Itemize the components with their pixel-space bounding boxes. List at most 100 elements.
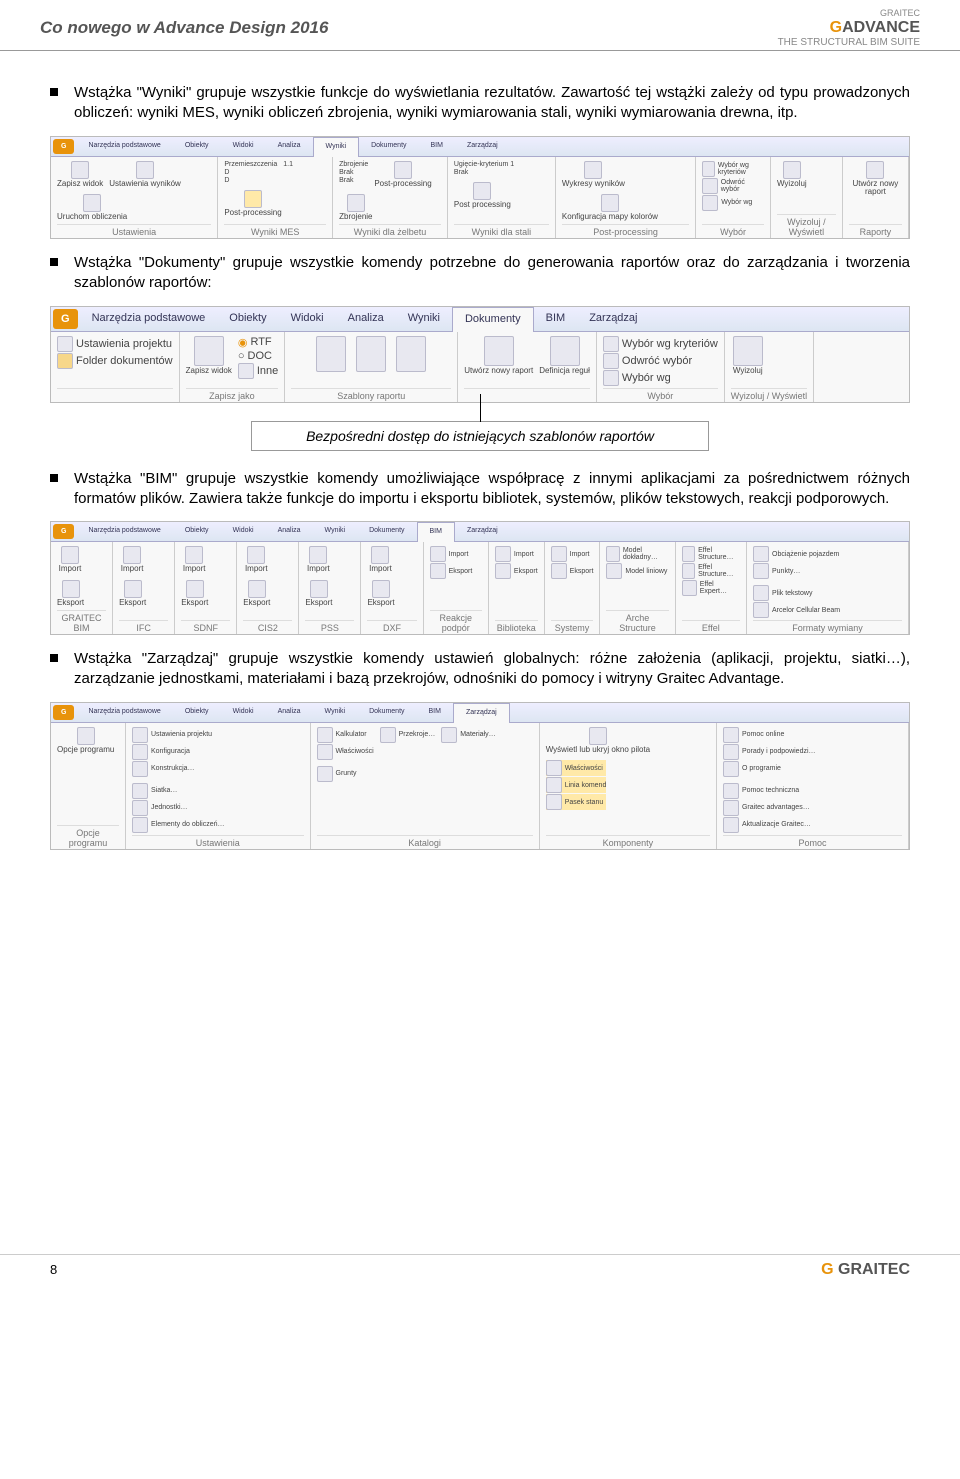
btn-postproc-mes[interactable]: Post-processing: [224, 190, 281, 218]
btn-wybor-wg[interactable]: Wybór wg: [603, 370, 718, 386]
tab-obiekty[interactable]: Obiekty: [173, 137, 221, 156]
btn-cis2-eksport[interactable]: Eksport: [243, 580, 270, 608]
tab-narzedzia[interactable]: Narzędzia podstawowe: [80, 307, 218, 331]
tab-dokumenty[interactable]: Dokumenty: [357, 703, 416, 722]
btn-materialy[interactable]: Materiały…: [441, 727, 495, 743]
tab-analiza[interactable]: Analiza: [266, 137, 313, 156]
btn-rp-import[interactable]: Import: [430, 546, 473, 562]
btn-definicja-regul[interactable]: Definicja reguł: [539, 336, 590, 376]
btn-wybor-kryt[interactable]: Wybór wg kryteriów: [702, 161, 764, 177]
btn-wybor-wg[interactable]: Wybór wg: [702, 195, 764, 211]
app-button[interactable]: G: [53, 309, 78, 329]
btn-postproc-zelbetu[interactable]: Post-processing: [374, 161, 431, 189]
btn-ustawienia-wynikow[interactable]: Ustawienia wyników: [109, 161, 181, 189]
btn-konfiguracja[interactable]: Konfiguracja: [132, 744, 212, 760]
btn-wykresy[interactable]: Wykresy wyników: [562, 161, 625, 189]
tab-bim[interactable]: BIM: [417, 703, 453, 722]
tab-wyniki[interactable]: Wyniki: [396, 307, 452, 331]
combo-przemieszczenia[interactable]: Przemieszczenia: [224, 161, 277, 168]
btn-odwroc[interactable]: Odwróć wybór: [702, 178, 764, 194]
btn-gbim-import[interactable]: Import: [57, 546, 83, 574]
btn-arche-dokladny[interactable]: Model dokładny…: [606, 546, 668, 562]
tab-widoki[interactable]: Widoki: [279, 307, 336, 331]
btn-utworz-raport[interactable]: Utwórz nowy raport: [464, 336, 533, 376]
btn-pss-eksport[interactable]: Eksport: [305, 580, 332, 608]
btn-odwroc[interactable]: Odwróć wybór: [603, 353, 718, 369]
btn-pomoc-tech[interactable]: Pomoc techniczna: [723, 783, 811, 799]
btn-bib-eksport[interactable]: Eksport: [495, 563, 538, 579]
btn-effel2[interactable]: Effel Structure…: [682, 563, 740, 579]
btn-porady[interactable]: Porady i podpowiedzi…: [723, 744, 816, 760]
btn-ifc-import[interactable]: Import: [119, 546, 145, 574]
btn-sys-import[interactable]: Import: [551, 546, 594, 562]
btn-konstrukcja[interactable]: Konstrukcja…: [132, 761, 212, 777]
btn-gbim-eksport[interactable]: Eksport: [57, 580, 84, 608]
tab-widoki[interactable]: Widoki: [221, 522, 266, 541]
opt-rtf[interactable]: ◉RTF: [238, 336, 278, 349]
btn-siatka[interactable]: Siatka…: [132, 783, 225, 799]
tab-obiekty[interactable]: Obiekty: [173, 522, 221, 541]
btn-zapisz-widok[interactable]: Zapisz widok: [57, 161, 103, 189]
btn-punkty[interactable]: Punkty…: [753, 563, 839, 579]
btn-ustawienia-projektu[interactable]: Ustawienia projektu: [57, 336, 173, 352]
btn-zapisz-widok[interactable]: Zapisz widok: [186, 336, 232, 376]
btn-zbrojenie[interactable]: Zbrojenie: [339, 194, 372, 222]
tab-zarzadzaj[interactable]: Zarządzaj: [455, 522, 510, 541]
tab-narzedzia[interactable]: Narzędzia podstawowe: [76, 137, 172, 156]
combo-brak[interactable]: Brak: [454, 169, 514, 176]
btn-ust-projektu[interactable]: Ustawienia projektu: [132, 727, 212, 743]
tab-zarzadzaj[interactable]: Zarządzaj: [577, 307, 649, 331]
btn-wyizoluj[interactable]: Wyizoluj: [777, 161, 807, 189]
btn-pomoc-online[interactable]: Pomoc online: [723, 727, 816, 743]
combo-zbrojenie[interactable]: Zbrojenie: [339, 161, 368, 168]
tab-analiza[interactable]: Analiza: [266, 703, 313, 722]
btn-arcelor[interactable]: Arcelor Cellular Beam: [753, 602, 840, 618]
app-button[interactable]: G: [53, 139, 74, 154]
btn-pss-import[interactable]: Import: [305, 546, 331, 574]
combo-d2[interactable]: D: [224, 177, 277, 184]
btn-dxf-import[interactable]: Import: [367, 546, 393, 574]
btn-advantages[interactable]: Graitec advantages…: [723, 800, 811, 816]
btn-szablon2[interactable]: [354, 336, 388, 372]
btn-wybor-kryt[interactable]: Wybór wg kryteriów: [603, 336, 718, 352]
btn-szablon3[interactable]: [394, 336, 428, 372]
btn-grunty[interactable]: Grunty: [317, 766, 357, 782]
combo-d1[interactable]: D: [224, 169, 277, 176]
combo-brak1[interactable]: Brak: [339, 169, 368, 176]
tab-obiekty[interactable]: Obiekty: [217, 307, 278, 331]
btn-uruchom[interactable]: Uruchom obliczenia: [57, 194, 127, 222]
btn-sdnf-import[interactable]: Import: [181, 546, 207, 574]
btn-postproc-stal[interactable]: Post processing: [454, 182, 511, 210]
btn-sys-eksport[interactable]: Eksport: [551, 563, 594, 579]
btn-przekroje[interactable]: Przekroje…: [380, 727, 436, 743]
tab-wyniki[interactable]: Wyniki: [313, 522, 358, 541]
btn-o-programie[interactable]: O programie: [723, 761, 816, 777]
tab-wyniki[interactable]: Wyniki: [313, 703, 358, 722]
tab-widoki[interactable]: Widoki: [221, 703, 266, 722]
btn-utworz-raport[interactable]: Utwórz nowy raport: [849, 161, 902, 198]
tab-dokumenty[interactable]: Dokumenty: [452, 307, 534, 332]
tab-dokumenty[interactable]: Dokumenty: [359, 137, 418, 156]
tab-narzedzia[interactable]: Narzędzia podstawowe: [76, 522, 172, 541]
btn-effel3[interactable]: Effel Expert…: [682, 580, 740, 596]
btn-ifc-eksport[interactable]: Eksport: [119, 580, 146, 608]
btn-szablon1[interactable]: [314, 336, 348, 372]
tab-bim[interactable]: BIM: [419, 137, 455, 156]
btn-komp-pasek[interactable]: Pasek stanu: [546, 794, 607, 810]
btn-obc-pojazd[interactable]: Obciążenie pojazdem: [753, 546, 839, 562]
combo-brak2[interactable]: Brak: [339, 177, 368, 184]
tab-widoki[interactable]: Widoki: [221, 137, 266, 156]
opt-doc[interactable]: ○DOC: [238, 350, 278, 362]
btn-arche-liniowy[interactable]: Model liniowy: [606, 563, 668, 579]
btn-komp-wlasc[interactable]: Właściwości: [546, 760, 607, 776]
btn-effel1[interactable]: Effel Structure…: [682, 546, 740, 562]
tab-analiza[interactable]: Analiza: [336, 307, 396, 331]
btn-sdnf-eksport[interactable]: Eksport: [181, 580, 208, 608]
btn-komp-linia[interactable]: Linia komend: [546, 777, 607, 793]
btn-elementy[interactable]: Elementy do obliczeń…: [132, 817, 225, 833]
btn-cis2-import[interactable]: Import: [243, 546, 269, 574]
btn-opcje-programu[interactable]: Opcje programu: [57, 727, 114, 755]
tab-narzedzia[interactable]: Narzędzia podstawowe: [76, 703, 172, 722]
btn-jednostki[interactable]: Jednostki…: [132, 800, 225, 816]
tab-dokumenty[interactable]: Dokumenty: [357, 522, 416, 541]
